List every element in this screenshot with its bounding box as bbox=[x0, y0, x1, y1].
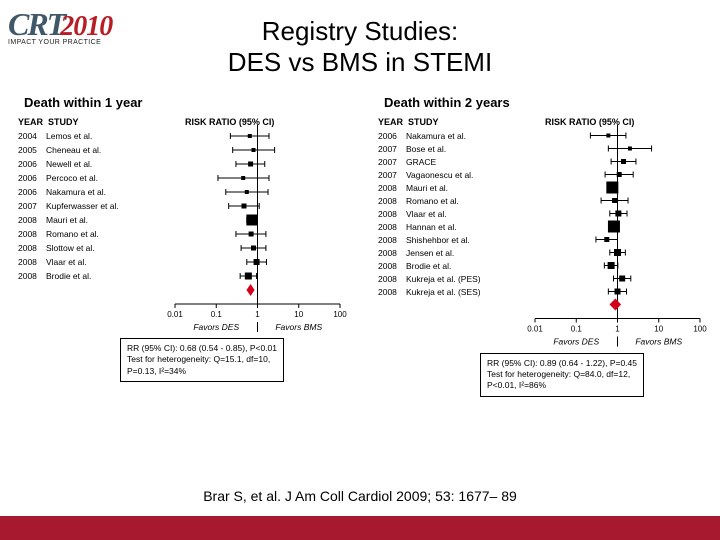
stat-line: P<0.01, I²=86% bbox=[487, 380, 637, 391]
svg-text:1: 1 bbox=[255, 310, 260, 319]
stat-line: Test for heterogeneity: Q=15.1, df=10, bbox=[127, 354, 277, 365]
stat-line: Test for heterogeneity: Q=84.0, df=12, bbox=[487, 369, 637, 380]
svg-text:0.1: 0.1 bbox=[211, 310, 223, 319]
slide-title: Registry Studies: DES vs BMS in STEMI bbox=[0, 16, 720, 78]
stat-line: RR (95% CI): 0.89 (0.64 - 1.22), P=0.45 bbox=[487, 358, 637, 369]
svg-text:Favors DES: Favors DES bbox=[553, 337, 599, 347]
title-line2: DES vs BMS in STEMI bbox=[0, 47, 720, 78]
stat-box: RR (95% CI): 0.89 (0.64 - 1.22), P=0.45T… bbox=[480, 353, 644, 397]
forest-plots: Death within 1 year YEARSTUDYRISK RATIO … bbox=[0, 95, 720, 455]
svg-text:0.01: 0.01 bbox=[167, 310, 183, 319]
svg-text:Favors BMS: Favors BMS bbox=[635, 337, 682, 347]
svg-text:Favors DES: Favors DES bbox=[193, 322, 239, 332]
svg-text:Favors BMS: Favors BMS bbox=[275, 322, 322, 332]
footer-bar bbox=[0, 516, 720, 540]
chart-death-1yr: Death within 1 year YEARSTUDYRISK RATIO … bbox=[0, 95, 360, 455]
svg-text:100: 100 bbox=[333, 310, 347, 319]
forest-svg: 0.01 0.1 1 10 100 Favors DES Favors BMS bbox=[0, 95, 360, 455]
stat-line: RR (95% CI): 0.68 (0.54 - 0.85), P<0.01 bbox=[127, 343, 277, 354]
chart-death-2yr: Death within 2 years YEARSTUDYRISK RATIO… bbox=[360, 95, 720, 455]
svg-text:0.01: 0.01 bbox=[527, 325, 543, 334]
svg-text:100: 100 bbox=[693, 325, 707, 334]
title-line1: Registry Studies: bbox=[0, 16, 720, 47]
svg-text:10: 10 bbox=[654, 325, 663, 334]
stat-box: RR (95% CI): 0.68 (0.54 - 0.85), P<0.01T… bbox=[120, 338, 284, 382]
svg-text:1: 1 bbox=[615, 325, 620, 334]
forest-svg: 0.01 0.1 1 10 100 Favors DES Favors BMS bbox=[360, 95, 720, 455]
svg-text:10: 10 bbox=[294, 310, 303, 319]
svg-text:0.1: 0.1 bbox=[571, 325, 583, 334]
stat-line: P=0.13, I²=34% bbox=[127, 366, 277, 377]
citation: Brar S, et al. J Am Coll Cardiol 2009; 5… bbox=[0, 488, 720, 504]
